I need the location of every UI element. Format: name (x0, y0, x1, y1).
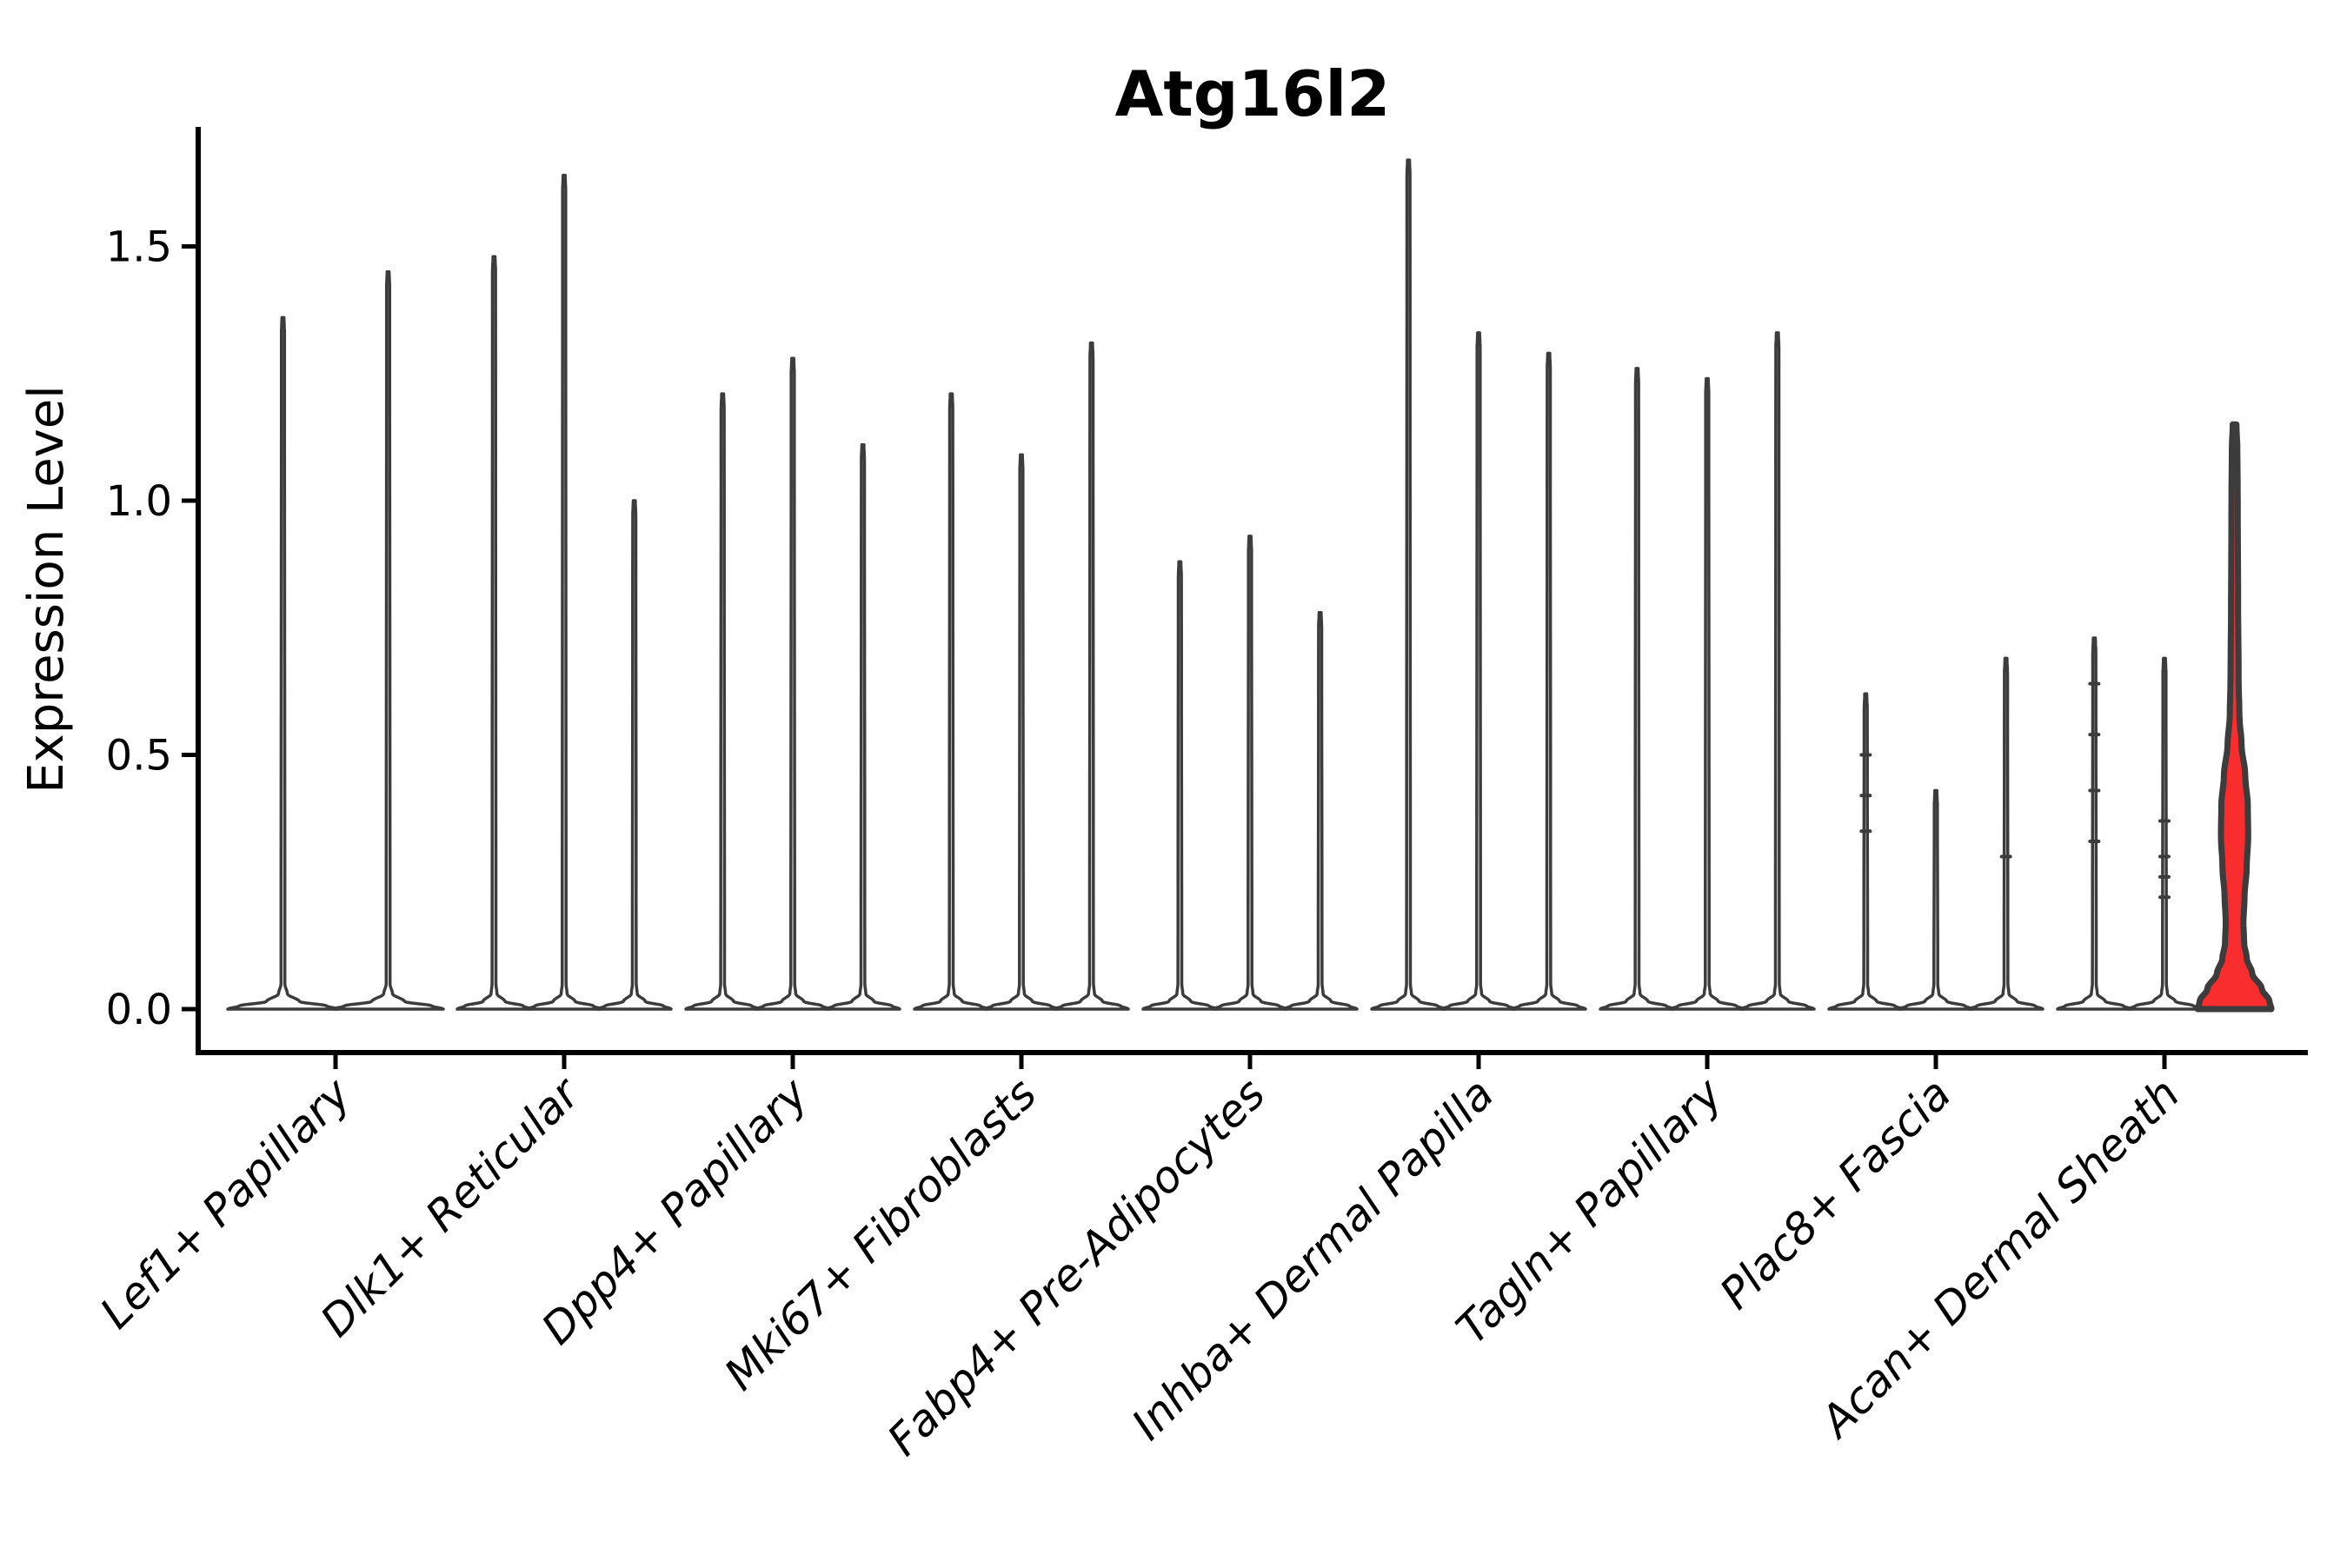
violin (824, 442, 901, 1011)
y-axis-label: Expression Level (18, 385, 75, 794)
y-tick-label: 0.5 (106, 732, 172, 781)
y-tick-label: 1.5 (106, 223, 172, 272)
violin (1510, 351, 1587, 1011)
y-tick-label: 0.0 (106, 986, 172, 1034)
violin (525, 173, 603, 1011)
violin-dot (2088, 681, 2101, 686)
violin (331, 270, 445, 1011)
x-tick-label: Acan+ Dermal Sheath (1810, 1068, 2190, 1448)
violin (1281, 610, 1359, 1011)
violin-dot (2158, 895, 2171, 900)
x-tick-label: Fabp4+ Pre-Adipocytes (878, 1068, 1275, 1465)
axes-layer (182, 127, 2308, 1069)
violin (982, 453, 1060, 1011)
y-tick-labels: 0.0 0.5 1.0 1.5 (106, 223, 172, 1035)
violins-layer (226, 158, 2275, 1013)
chart-title: Atg16l2 (1115, 57, 1391, 130)
violin (1370, 158, 1447, 1011)
violin (1967, 656, 2044, 1011)
violin-dot (1999, 854, 2012, 859)
violin (1668, 376, 1746, 1011)
violin (1739, 331, 1816, 1011)
violin (1053, 341, 1130, 1011)
violin (2056, 636, 2133, 1011)
violin-dot (2088, 788, 2101, 793)
violin-dot (2158, 874, 2171, 879)
violin (226, 316, 340, 1011)
x-tick-label: Plac8+ Fascia (1711, 1068, 1961, 1319)
violin-dot (1859, 794, 1872, 798)
violin (1897, 788, 1975, 1011)
y-tick-label: 1.0 (106, 477, 172, 526)
violin (684, 392, 761, 1011)
violin-highlighted (2194, 421, 2275, 1013)
violin (1141, 560, 1219, 1011)
violin (1599, 367, 1676, 1011)
violin-dot (2158, 854, 2171, 859)
x-tick-label: Inhba+ Dermal Papilla (1122, 1068, 1503, 1449)
violin (754, 356, 832, 1011)
violin (1439, 331, 1518, 1011)
violin (595, 499, 673, 1011)
violin-dot (1859, 753, 1872, 757)
violin-dot (2088, 733, 2101, 737)
violin (913, 392, 990, 1011)
violin-dot (2088, 839, 2101, 843)
violin (1827, 692, 1905, 1011)
x-tick-label: Lef1+ Papillary (90, 1067, 361, 1338)
violin (2125, 656, 2204, 1011)
violin-dot (1859, 829, 1872, 834)
violin (1211, 535, 1289, 1011)
violin-dot (2158, 819, 2171, 823)
violin (455, 255, 533, 1011)
